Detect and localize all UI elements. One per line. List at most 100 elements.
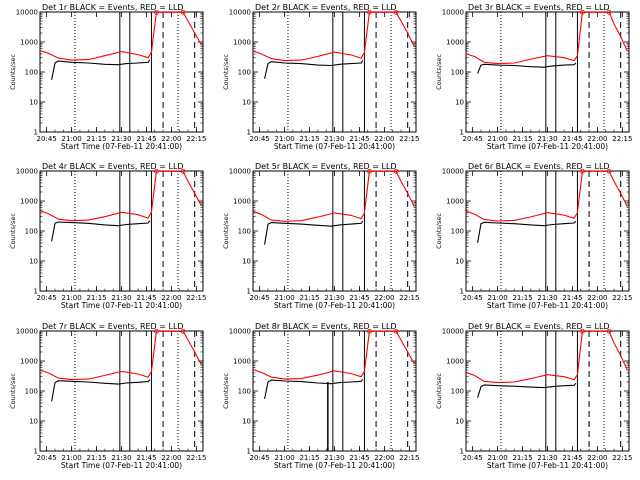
events-series-line bbox=[51, 220, 151, 242]
x-tick-label: 20:45 bbox=[250, 454, 270, 462]
x-tick-label: 21:45 bbox=[349, 294, 369, 302]
lld-saturation-point bbox=[606, 328, 612, 334]
chart-title: Det 1r BLACK = Events, RED = LLD bbox=[42, 3, 184, 12]
chart-title: Det 9r BLACK = Events, RED = LLD bbox=[468, 322, 610, 331]
lld-saturation-point bbox=[154, 9, 159, 15]
y-tick-label: 10 bbox=[455, 258, 464, 266]
lld-saturation-point bbox=[367, 168, 372, 174]
y-tick-label: 100 bbox=[25, 388, 38, 396]
x-tick-label: 21:30 bbox=[111, 294, 131, 302]
x-tick-label: 21:15 bbox=[299, 454, 319, 462]
chart-panel: Det 9r BLACK = Events, RED = LLD 1 10 100 10… bbox=[435, 322, 632, 470]
chart-panel: Det 1r BLACK = Events, RED = LLD 1 10 100 10… bbox=[9, 3, 206, 151]
lld-saturation-point bbox=[606, 9, 612, 15]
x-tick-label: 22:00 bbox=[161, 135, 181, 143]
events-series-line bbox=[264, 220, 364, 245]
y-tick-label: 10000 bbox=[16, 328, 38, 336]
y-tick-label: 1000 bbox=[233, 198, 251, 206]
x-tick-label: 21:45 bbox=[136, 294, 156, 302]
chart-panel: Det 5r BLACK = Events, RED = LLD 1 10 100 10… bbox=[222, 162, 419, 310]
lld-series-line bbox=[252, 11, 415, 62]
x-tick-label: 22:15 bbox=[186, 135, 206, 143]
lld-series-line bbox=[39, 170, 202, 222]
y-tick-label: 10000 bbox=[16, 168, 38, 176]
lld-series-line bbox=[465, 330, 628, 384]
x-tick-label: 21:45 bbox=[349, 135, 369, 143]
lld-series-line bbox=[252, 330, 415, 380]
x-tick-label: 21:15 bbox=[512, 294, 532, 302]
chart-title: Det 3r BLACK = Events, RED = LLD bbox=[468, 3, 610, 12]
x-tick-label: 21:00 bbox=[275, 454, 295, 462]
x-tick-label: 21:00 bbox=[488, 135, 508, 143]
x-tick-label: 21:15 bbox=[512, 135, 532, 143]
y-tick-label: 10000 bbox=[229, 168, 251, 176]
x-axis-label: Start Time (07-Feb-11 20:41:00) bbox=[487, 142, 608, 151]
chart-title: Det 8r BLACK = Events, RED = LLD bbox=[255, 322, 397, 331]
y-axis-label: Counts/sec bbox=[435, 373, 443, 409]
lld-series-line bbox=[465, 11, 628, 65]
y-axis-label: Counts/sec bbox=[222, 373, 230, 409]
y-tick-label: 100 bbox=[238, 228, 251, 236]
y-tick-label: 100 bbox=[238, 388, 251, 396]
y-axis-label: Counts/sec bbox=[222, 213, 230, 249]
x-tick-label: 21:30 bbox=[324, 294, 344, 302]
x-tick-label: 22:15 bbox=[186, 454, 206, 462]
x-axis-label: Start Time (07-Feb-11 20:41:00) bbox=[487, 461, 608, 470]
y-tick-label: 1 bbox=[460, 129, 464, 137]
y-tick-label: 10 bbox=[29, 258, 38, 266]
y-tick-label: 100 bbox=[451, 388, 464, 396]
x-tick-label: 22:00 bbox=[374, 135, 394, 143]
y-tick-label: 10000 bbox=[442, 168, 464, 176]
y-tick-label: 1 bbox=[247, 129, 251, 137]
lld-series-line bbox=[465, 170, 628, 222]
chart-title: Det 7r BLACK = Events, RED = LLD bbox=[42, 322, 184, 331]
x-tick-label: 20:45 bbox=[37, 294, 57, 302]
chart-panel: Det 2r BLACK = Events, RED = LLD 1 10 100 10… bbox=[222, 3, 419, 151]
x-tick-label: 21:15 bbox=[86, 135, 106, 143]
x-tick-label: 21:30 bbox=[324, 454, 344, 462]
x-axis-label: Start Time (07-Feb-11 20:41:00) bbox=[487, 301, 608, 310]
y-tick-label: 100 bbox=[451, 69, 464, 77]
lld-saturation-point bbox=[180, 168, 186, 174]
y-tick-label: 10 bbox=[455, 99, 464, 107]
chart-title: Det 4r BLACK = Events, RED = LLD bbox=[42, 162, 184, 171]
x-tick-label: 22:00 bbox=[587, 294, 607, 302]
y-axis-label: Counts/sec bbox=[9, 213, 17, 249]
y-tick-label: 1 bbox=[460, 448, 464, 456]
x-axis-label: Start Time (07-Feb-11 20:41:00) bbox=[274, 461, 395, 470]
x-tick-label: 21:15 bbox=[299, 135, 319, 143]
x-axis-label: Start Time (07-Feb-11 20:41:00) bbox=[274, 301, 395, 310]
chart-panel: Det 6r BLACK = Events, RED = LLD 1 10 100 10… bbox=[435, 162, 632, 310]
y-tick-label: 1 bbox=[34, 448, 38, 456]
chart-panel: Det 8r BLACK = Events, RED = LLD 1 10 100 10… bbox=[222, 322, 419, 470]
x-tick-label: 22:00 bbox=[374, 454, 394, 462]
chart-panel: Det 3r BLACK = Events, RED = LLD 1 10 100 10… bbox=[435, 3, 632, 151]
x-axis-label: Start Time (07-Feb-11 20:41:00) bbox=[61, 301, 182, 310]
x-tick-label: 22:15 bbox=[186, 294, 206, 302]
lld-saturation-point bbox=[393, 9, 399, 15]
y-tick-label: 1000 bbox=[20, 39, 38, 47]
lld-saturation-point bbox=[606, 168, 612, 174]
chart-panel: Det 7r BLACK = Events, RED = LLD 1 10 100 10… bbox=[9, 322, 206, 470]
x-tick-label: 21:15 bbox=[86, 454, 106, 462]
x-tick-label: 22:15 bbox=[399, 294, 419, 302]
x-tick-label: 20:45 bbox=[37, 454, 57, 462]
x-tick-label: 21:00 bbox=[488, 294, 508, 302]
x-tick-label: 21:45 bbox=[136, 454, 156, 462]
x-tick-label: 20:45 bbox=[250, 294, 270, 302]
x-tick-label: 21:00 bbox=[488, 454, 508, 462]
y-tick-label: 10 bbox=[242, 258, 251, 266]
x-tick-label: 21:45 bbox=[562, 454, 582, 462]
y-axis-label: Counts/sec bbox=[435, 213, 443, 249]
x-tick-label: 21:30 bbox=[111, 135, 131, 143]
x-tick-label: 21:30 bbox=[537, 454, 557, 462]
y-tick-label: 100 bbox=[451, 228, 464, 236]
x-tick-label: 21:45 bbox=[136, 135, 156, 143]
y-tick-label: 10 bbox=[455, 418, 464, 426]
y-tick-label: 1 bbox=[247, 448, 251, 456]
lld-saturation-point bbox=[154, 168, 159, 174]
lld-saturation-point bbox=[180, 328, 186, 334]
x-tick-label: 21:45 bbox=[562, 135, 582, 143]
lld-saturation-point bbox=[393, 168, 399, 174]
events-series-line bbox=[264, 378, 364, 399]
